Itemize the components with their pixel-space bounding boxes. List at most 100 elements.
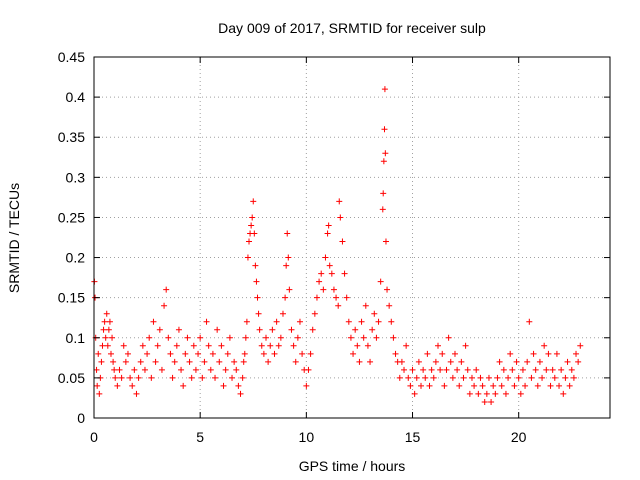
data-point: [111, 366, 118, 373]
data-point: [116, 366, 123, 373]
data-point: [468, 374, 475, 381]
data-point: [575, 358, 582, 365]
data-point: [358, 318, 365, 325]
data-point: [526, 318, 533, 325]
data-point: [250, 198, 257, 205]
data-point: [570, 374, 577, 381]
data-point: [328, 270, 335, 277]
data-point: [178, 366, 185, 373]
data-point: [102, 334, 109, 341]
data-point: [240, 358, 247, 365]
data-point: [460, 374, 467, 381]
data-point: [464, 366, 471, 373]
data-point: [573, 350, 580, 357]
data-point: [547, 382, 554, 389]
data-point: [483, 390, 490, 397]
data-point: [322, 254, 329, 261]
data-point: [290, 342, 297, 349]
data-point: [158, 366, 165, 373]
data-point: [131, 366, 138, 373]
data-point: [341, 270, 348, 277]
data-point: [492, 390, 499, 397]
data-point: [420, 366, 427, 373]
data-point: [299, 350, 306, 357]
data-point: [286, 286, 293, 293]
data-point: [324, 230, 331, 237]
data-point: [473, 366, 480, 373]
data-point: [224, 350, 231, 357]
data-points: [91, 86, 584, 405]
data-point: [154, 342, 161, 349]
data-point: [235, 382, 242, 389]
x-tick-label: 5: [196, 429, 204, 445]
data-point: [407, 382, 414, 389]
data-point: [282, 294, 289, 301]
data-point: [148, 374, 155, 381]
data-point: [175, 326, 182, 333]
data-point: [364, 342, 371, 349]
data-point: [273, 318, 280, 325]
data-point: [326, 262, 333, 269]
data-point: [386, 302, 393, 309]
data-point: [477, 374, 484, 381]
data-point: [560, 390, 567, 397]
data-point: [96, 390, 103, 397]
data-point: [98, 358, 105, 365]
data-point: [564, 358, 571, 365]
data-point: [418, 382, 425, 389]
data-point: [498, 382, 505, 389]
data-point: [212, 374, 219, 381]
data-point: [515, 374, 522, 381]
data-point: [536, 358, 543, 365]
data-point: [519, 366, 526, 373]
data-point: [335, 302, 342, 309]
data-point: [568, 366, 575, 373]
data-point: [426, 382, 433, 389]
data-point: [103, 310, 110, 317]
data-point: [93, 366, 100, 373]
data-point: [451, 350, 458, 357]
data-point: [188, 374, 195, 381]
data-point: [381, 126, 388, 133]
data-point: [218, 342, 225, 349]
data-point: [109, 334, 116, 341]
data-point: [390, 334, 397, 341]
data-point: [104, 342, 111, 349]
data-point: [466, 390, 473, 397]
data-point: [318, 270, 325, 277]
data-point: [381, 86, 388, 93]
data-point: [156, 326, 163, 333]
data-point: [398, 358, 405, 365]
data-point: [313, 294, 320, 301]
data-point: [246, 238, 253, 245]
data-point: [562, 374, 569, 381]
data-point: [95, 350, 102, 357]
data-point: [379, 206, 386, 213]
data-point: [307, 350, 314, 357]
data-point: [190, 342, 197, 349]
data-point: [133, 390, 140, 397]
data-point: [254, 294, 261, 301]
data-point: [409, 366, 416, 373]
data-point: [106, 318, 113, 325]
data-point: [405, 374, 412, 381]
data-point: [336, 198, 343, 205]
data-point: [428, 366, 435, 373]
data-point: [437, 366, 444, 373]
data-point: [566, 382, 573, 389]
data-point: [505, 374, 512, 381]
data-point: [558, 366, 565, 373]
y-tick-label: 0.35: [58, 129, 85, 145]
data-point: [392, 350, 399, 357]
data-point: [141, 366, 148, 373]
y-tick-label: 0.4: [66, 89, 86, 105]
data-point: [99, 342, 106, 349]
data-point: [220, 382, 227, 389]
data-point: [285, 254, 292, 261]
data-point: [362, 302, 369, 309]
data-point: [367, 358, 374, 365]
data-point: [271, 350, 278, 357]
data-point: [139, 342, 146, 349]
data-point: [502, 390, 509, 397]
